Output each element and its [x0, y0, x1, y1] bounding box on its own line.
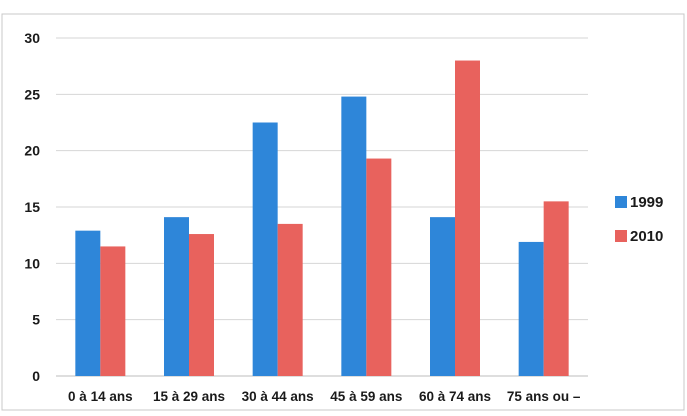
- y-tick-label: 15: [24, 199, 40, 215]
- y-tick-label: 0: [32, 368, 40, 384]
- bar-2010-4: [455, 60, 480, 377]
- bar-2010-3: [366, 158, 392, 376]
- x-tick-label: 0 à 14 ans: [68, 389, 133, 404]
- y-axis-ticks: 0 5 10 15 20 25 30: [24, 30, 40, 384]
- x-tick-label: 30 à 44 ans: [242, 389, 314, 404]
- y-tick-label: 30: [24, 30, 40, 46]
- bar-1999-1: [164, 217, 189, 376]
- bar-2010-1: [189, 234, 214, 376]
- legend-label-1999: 1999: [630, 194, 663, 211]
- bar-1999-3: [341, 96, 367, 376]
- chart-border: [1, 13, 685, 411]
- bar-1999-5: [518, 241, 544, 376]
- bar-2010-5: [543, 201, 569, 376]
- bar-2010-2: [277, 223, 303, 376]
- legend-swatch-1999: [615, 196, 627, 208]
- x-tick-label: 45 à 59 ans: [330, 389, 402, 404]
- bar-1999-4: [430, 217, 455, 376]
- legend-label-2010: 2010: [630, 228, 663, 245]
- x-tick-label: 75 ans ou –: [507, 389, 581, 404]
- legend: 1999 2010: [615, 194, 663, 245]
- bars: [75, 60, 569, 377]
- bar-2010-0: [100, 246, 126, 376]
- bar-1999-0: [75, 230, 101, 376]
- x-axis-labels: 0 à 14 ans 15 à 29 ans 30 à 44 ans 45 à 59 …: [68, 389, 581, 404]
- y-tick-label: 25: [24, 86, 40, 102]
- gridlines: [56, 37, 588, 377]
- bar-1999-2: [252, 122, 278, 376]
- y-tick-label: 10: [24, 255, 40, 271]
- y-tick-label: 20: [24, 143, 40, 159]
- x-tick-label: 15 à 29 ans: [153, 389, 225, 404]
- x-tick-label: 60 à 74 ans: [419, 389, 491, 404]
- y-tick-label: 5: [32, 312, 40, 328]
- legend-swatch-2010: [615, 230, 627, 242]
